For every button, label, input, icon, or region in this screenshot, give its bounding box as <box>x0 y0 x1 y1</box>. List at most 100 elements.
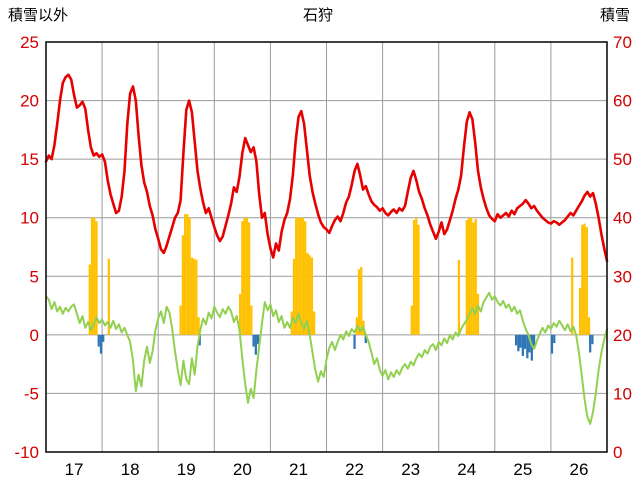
x-axis-tick-label: 24 <box>457 460 476 479</box>
snow-depth-bar <box>190 257 193 335</box>
snow-depth-bar <box>238 293 242 335</box>
y-axis-right-tick-label: 10 <box>613 384 632 403</box>
negative-bar <box>514 334 518 346</box>
snow-depth-bar <box>308 255 311 335</box>
snow-depth-bar <box>571 257 574 335</box>
y-axis-left-tick-label: -10 <box>14 443 39 462</box>
snow-depth-bar <box>310 257 314 335</box>
snow-depth-bar <box>179 305 182 335</box>
y-axis-right-tick-label: 40 <box>613 209 632 228</box>
x-axis-tick-label: 20 <box>233 460 252 479</box>
negative-bar <box>198 334 201 346</box>
snow-depth-bar <box>304 221 307 335</box>
negative-bar <box>353 334 356 349</box>
y-axis-left-tick-label: -5 <box>24 384 39 403</box>
negative-bar <box>99 334 103 354</box>
snow-depth-bar <box>587 317 591 335</box>
negative-bar <box>519 334 522 348</box>
negative-bar <box>528 334 531 353</box>
x-axis-tick-label: 23 <box>401 460 420 479</box>
snow-depth-bar <box>295 217 298 335</box>
red-line <box>44 73 609 263</box>
y-axis-left-tick-label: 15 <box>20 150 39 169</box>
snow-depth-bar <box>247 222 251 335</box>
snow-depth-bar <box>95 221 98 335</box>
snow-depth-bar <box>412 220 416 335</box>
y-axis-left-tick-label: 5 <box>30 267 39 286</box>
snow-depth-bar <box>410 305 413 335</box>
snow-depth-bar <box>415 217 418 335</box>
snow-depth-bar <box>360 266 363 335</box>
snow-depth-bar <box>472 222 475 335</box>
negative-bar <box>254 334 257 355</box>
negative-bar <box>526 334 529 359</box>
snow-depth-bar <box>195 259 198 335</box>
negative-bar <box>517 334 520 352</box>
negative-bar <box>364 334 367 344</box>
snow-depth-bar <box>465 220 468 335</box>
snow-depth-bar <box>581 224 584 335</box>
x-axis-tick-label: 21 <box>289 460 308 479</box>
snow-depth-bar <box>292 258 296 335</box>
snow-depth-bar <box>243 217 246 335</box>
y-axis-left-tick-label: 20 <box>20 92 39 111</box>
snow-depth-bar <box>357 269 361 335</box>
y-axis-right-tick-label: 70 <box>613 33 632 52</box>
negative-bar <box>523 334 527 349</box>
snow-depth-bar <box>93 217 96 335</box>
chart-title: 石狩 <box>302 7 333 24</box>
snow-depth-bar <box>90 217 94 335</box>
y-axis-right-tick-label: 20 <box>613 326 632 345</box>
right-axis-title: 積雪 <box>599 7 630 24</box>
snow-depth-bar <box>188 217 191 335</box>
negative-bar <box>521 334 524 356</box>
y-axis-left-tick-label: 10 <box>20 209 39 228</box>
snow-depth-bar <box>299 217 302 335</box>
snow-depth-bar <box>578 288 582 335</box>
snow-depth-bar <box>186 214 189 335</box>
negative-bar <box>256 334 260 345</box>
x-axis-tick-label: 22 <box>345 460 364 479</box>
y-axis-right-tick-label: 60 <box>613 92 632 111</box>
snow-depth-bar <box>192 258 196 335</box>
y-axis-right-tick-label: 0 <box>613 443 622 462</box>
x-axis-tick-label: 17 <box>65 460 84 479</box>
snow-depth-bar <box>88 264 91 335</box>
negative-bar <box>102 334 105 342</box>
y-axis-left-tick-label: 0 <box>30 326 39 345</box>
snow-depth-bar <box>585 227 588 335</box>
snow-depth-bar <box>197 317 200 335</box>
x-axis-tick-label: 26 <box>569 460 588 479</box>
plot-border <box>45 41 608 453</box>
snow-depth-bar <box>301 217 305 335</box>
snow-depth-bar <box>306 252 309 335</box>
negative-bar <box>97 334 100 347</box>
snow-depth-bar <box>417 224 420 335</box>
snow-depth-bar <box>250 305 253 335</box>
y-axis-right-tick-label: 30 <box>613 267 632 286</box>
snow-depth-bar <box>467 217 471 335</box>
left-axis-title: 積雪以外 <box>8 7 69 24</box>
snow-depth-bar <box>297 217 300 335</box>
snow-depth-bar <box>470 217 473 335</box>
y-axis-right-tick-label: 50 <box>613 150 632 169</box>
snow-depth-bar <box>241 221 244 335</box>
negative-bar <box>532 334 536 347</box>
negative-bar <box>530 334 533 361</box>
snow-depth-bar <box>474 218 477 335</box>
y-axis-left-tick-label: 25 <box>20 33 39 52</box>
snow-depth-bar <box>245 217 248 335</box>
snow-depth-bar <box>583 223 586 335</box>
x-axis-tick-label: 25 <box>513 460 532 479</box>
snow-depth-bar <box>181 235 185 335</box>
snow-depth-bar <box>476 293 480 335</box>
snow-depth-bar <box>457 259 461 335</box>
negative-bar <box>589 334 592 353</box>
negative-bar <box>550 334 554 354</box>
snow-depth-bar <box>107 258 110 335</box>
negative-bar <box>553 334 556 344</box>
negative-bar <box>252 334 255 347</box>
snow-depth-bar <box>184 214 187 335</box>
